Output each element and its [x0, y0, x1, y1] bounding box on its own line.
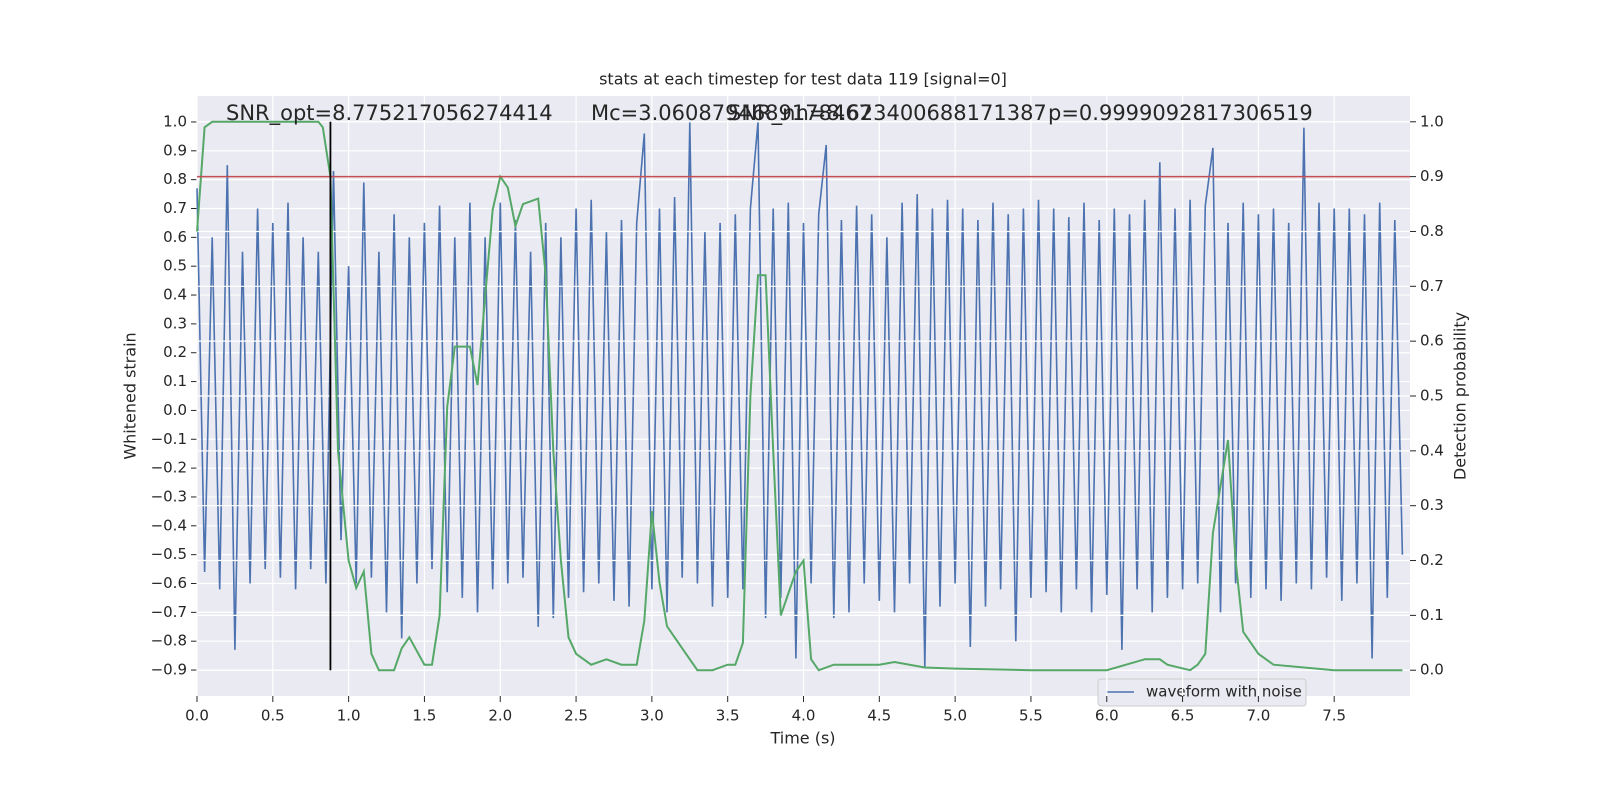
x-axis-label: Time (s) [769, 729, 835, 748]
y-tick-label: 0.1 [163, 372, 187, 390]
y2-tick-label: 1.0 [1420, 112, 1444, 130]
y-tick-label: −0.5 [151, 545, 187, 563]
y-tick-label: −0.3 [151, 487, 187, 505]
y2-tick-label: 0.1 [1420, 606, 1444, 624]
annotation: p=0.9999092817306519 [1048, 101, 1313, 125]
x-tick-label: 7.0 [1246, 707, 1270, 725]
y-tick-label: 0.5 [163, 257, 187, 275]
y-tick-label: −0.6 [151, 574, 187, 592]
y-tick-label: −0.1 [151, 430, 187, 448]
x-tick-label: 6.5 [1171, 707, 1195, 725]
x-tick-label: 2.0 [488, 707, 512, 725]
y2-tick-label: 0.6 [1420, 332, 1444, 350]
x-tick-label: 3.0 [640, 707, 664, 725]
x-tick-label: 3.5 [716, 707, 740, 725]
y-tick-label: 0.6 [163, 228, 187, 246]
y2-tick-label: 0.5 [1420, 387, 1444, 405]
y-tick-label: −0.9 [151, 661, 187, 679]
x-tick-label: 5.5 [1019, 707, 1043, 725]
y-axis-label: Whitened strain [121, 332, 140, 459]
y-tick-label: 0.3 [163, 314, 187, 332]
series-line [196, 120, 1403, 672]
chart-title: stats at each timestep for test data 119… [599, 70, 1007, 89]
x-tick-label: 0.0 [185, 707, 209, 725]
x-tick-label: 4.5 [867, 707, 891, 725]
y-tick-label: 0.0 [163, 401, 187, 419]
y-tick-label: 0.2 [163, 343, 187, 361]
y-tick-label: −0.8 [151, 632, 187, 650]
y-tick-label: 0.7 [163, 199, 187, 217]
y2-tick-label: 0.3 [1420, 496, 1444, 514]
legend-label: waveform with noise [1146, 683, 1302, 701]
y2-tick-label: 0.7 [1420, 277, 1444, 295]
legend-box [1097, 678, 1307, 707]
x-tick-label: 5.0 [943, 707, 967, 725]
y2-tick-label: 0.0 [1420, 661, 1444, 679]
x-tick-label: 7.5 [1322, 707, 1346, 725]
x-tick-label: 6.0 [1095, 707, 1119, 725]
y-tick-label: −0.2 [151, 459, 187, 477]
legend: waveform with noise [1097, 678, 1307, 707]
x-tick-label: 2.5 [564, 707, 588, 725]
annotation: SNR_nn=8.623400688171387 [728, 101, 1047, 126]
y-tick-label: 0.9 [163, 141, 187, 159]
y2-tick-label: 0.8 [1420, 222, 1444, 240]
series-line [196, 121, 1404, 668]
y-tick-label: 0.4 [163, 286, 187, 304]
y-tick-label: −0.4 [151, 516, 187, 534]
y-tick-label: 0.8 [163, 170, 187, 188]
x-tick-label: 1.0 [337, 707, 361, 725]
y-tick-label: 1.0 [163, 112, 187, 130]
annotation: SNR_opt=8.775217056274414 [226, 101, 553, 126]
y2-tick-label: 0.9 [1420, 167, 1444, 185]
x-tick-label: 1.5 [413, 707, 437, 725]
y-tick-label: −0.7 [151, 603, 187, 621]
x-tick-label: 4.0 [792, 707, 816, 725]
annotation: Mc=3.0608794689178467 [591, 101, 872, 125]
y2-tick-label: 0.2 [1420, 551, 1444, 569]
x-tick-label: 0.5 [261, 707, 285, 725]
y2-axis-label: Detection probability [1451, 312, 1470, 480]
y2-tick-label: 0.4 [1420, 441, 1444, 459]
